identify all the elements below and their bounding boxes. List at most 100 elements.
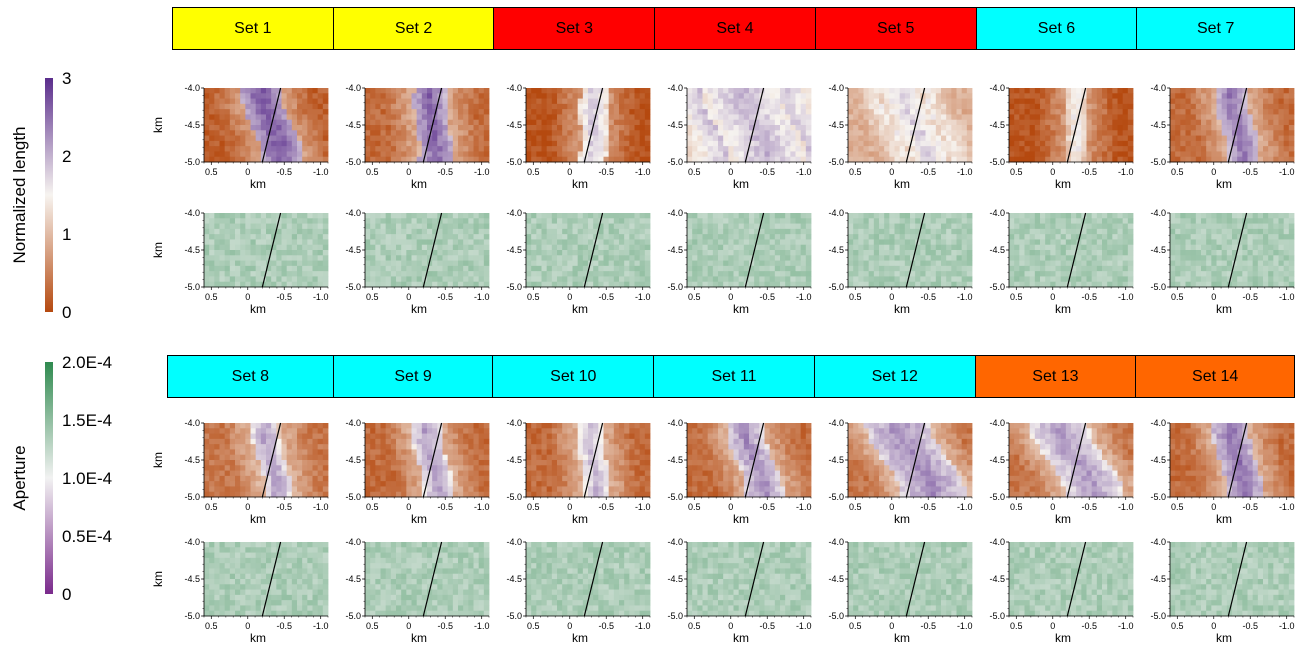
x-tick-label: 0 [728,292,733,302]
x-tick-label: 0.5 [1010,621,1023,631]
x-tick-label: -1.0 [796,292,812,302]
fault-trace-line [261,212,282,288]
x-tick-label: 0.5 [205,292,218,302]
x-tick-label: -1.0 [635,502,651,512]
y-tick-label: -4.5 [667,574,683,584]
panel-set-5-aperture: -4.0 -4.5 -5.0 0.5 0 -0.5 -1.0 km [828,208,972,316]
x-tick-label: -0.5 [437,292,453,302]
x-tick-label: 0 [406,167,411,177]
y-tick-label: -4.0 [989,83,1005,93]
y-tick-label: -4.5 [184,574,200,584]
x-tick-label: -1.0 [1279,292,1295,302]
x-axis-label: km [1216,177,1232,191]
panel-set-8-length: -4.0 -4.5 -5.0 0.5 0 -0.5 -1.0 km km [151,418,328,526]
x-tick-label: 0.5 [205,621,218,631]
y-tick-label: -5.0 [184,282,200,292]
x-tick-label: -1.0 [1118,167,1134,177]
set-header-set-7: Set 7 [1137,8,1295,49]
x-tick-label: -0.5 [276,621,292,631]
colorbar-normalized-length: 0 1 2 3 Normalized length [10,69,71,322]
y-tick-label: -4.0 [345,418,361,428]
fault-trace-line [583,212,604,288]
y-tick-label: -5.0 [828,282,844,292]
x-tick-label: -1.0 [313,292,329,302]
x-axis-label: km [894,512,910,526]
y-axis-label: km [151,571,165,587]
panel-set-12-length: -4.0 -4.5 -5.0 0.5 0 -0.5 -1.0 km [828,418,972,526]
x-tick-label: 0 [889,502,894,512]
colorbar-tick-label: 0 [62,585,71,604]
set-header-set-6: Set 6 [976,8,1138,49]
fault-trace-line [744,212,765,288]
x-tick-label: -0.5 [437,621,453,631]
fault-trace-line [583,422,604,498]
fault-trace-line [905,212,926,288]
fault-trace-line [422,87,443,163]
y-tick-label: -4.5 [667,455,683,465]
y-tick-label: -5.0 [1150,492,1166,502]
x-tick-label: -0.5 [276,502,292,512]
panel-set-10-length: -4.0 -4.5 -5.0 0.5 0 -0.5 -1.0 km [506,418,650,526]
panel-set-14-length: -4.0 -4.5 -5.0 0.5 0 -0.5 -1.0 km [1150,418,1294,526]
x-tick-label: -0.5 [1242,292,1258,302]
fault-trace-line [1227,541,1248,617]
x-tick-label: 0.5 [1010,502,1023,512]
x-tick-label: -1.0 [1279,167,1295,177]
x-tick-label: 0 [567,167,572,177]
x-tick-label: 0.5 [688,621,701,631]
colorbar-tick-label: 3 [62,69,71,88]
x-tick-label: -0.5 [920,167,936,177]
panel-set-10-aperture: -4.0 -4.5 -5.0 0.5 0 -0.5 -1.0 km [506,537,650,645]
fault-trace-line [422,422,443,498]
x-tick-label: -1.0 [957,167,973,177]
x-tick-label: 0 [245,167,250,177]
x-axis-label: km [1216,631,1232,645]
y-tick-label: -4.5 [667,245,683,255]
y-tick-label: -4.0 [1150,418,1166,428]
y-tick-label: -4.0 [828,418,844,428]
x-tick-label: -0.5 [276,167,292,177]
x-tick-label: 0 [728,502,733,512]
fault-trace-line [744,541,765,617]
x-tick-label: 0 [1050,502,1055,512]
x-tick-label: 0.5 [1171,167,1184,177]
y-tick-label: -5.0 [506,157,522,167]
panel-set-14-aperture: -4.0 -4.5 -5.0 0.5 0 -0.5 -1.0 km [1150,537,1294,645]
x-tick-label: -1.0 [474,621,490,631]
x-tick-label: -1.0 [635,292,651,302]
fault-trace-line [905,422,926,498]
x-axis-label: km [733,302,749,316]
x-axis-label: km [733,512,749,526]
x-tick-label: 0 [1211,621,1216,631]
x-tick-label: -0.5 [1242,621,1258,631]
y-tick-label: -4.0 [506,537,522,547]
fault-trace-line [1066,212,1087,288]
x-tick-label: 0.5 [849,167,862,177]
x-tick-label: 0.5 [366,167,379,177]
panel-set-13-length: -4.0 -4.5 -5.0 0.5 0 -0.5 -1.0 km [989,418,1133,526]
y-tick-label: -4.5 [345,574,361,584]
set-header-set-11: Set 11 [654,356,815,397]
colorbar-label: Aperture [10,445,29,510]
fault-trace-line [261,422,282,498]
x-tick-label: -0.5 [759,502,775,512]
panel-set-12-aperture: -4.0 -4.5 -5.0 0.5 0 -0.5 -1.0 km [828,537,972,645]
x-tick-label: -1.0 [474,502,490,512]
panel-set-13-aperture: -4.0 -4.5 -5.0 0.5 0 -0.5 -1.0 km [989,537,1133,645]
y-tick-label: -5.0 [345,157,361,167]
x-tick-label: -0.5 [920,292,936,302]
x-axis-label: km [1055,631,1071,645]
y-tick-label: -4.5 [989,120,1005,130]
x-axis-label: km [572,177,588,191]
x-axis-label: km [894,302,910,316]
x-tick-label: -0.5 [920,621,936,631]
y-axis-label: km [151,242,165,258]
x-tick-label: -1.0 [474,292,490,302]
x-tick-label: -0.5 [1081,167,1097,177]
panel-set-8-aperture: -4.0 -4.5 -5.0 0.5 0 -0.5 -1.0 km km [151,537,328,645]
colorbar-tick-label: 1 [62,225,71,244]
x-axis-label: km [733,177,749,191]
y-tick-label: -4.0 [345,83,361,93]
y-axis-label: km [151,117,165,133]
